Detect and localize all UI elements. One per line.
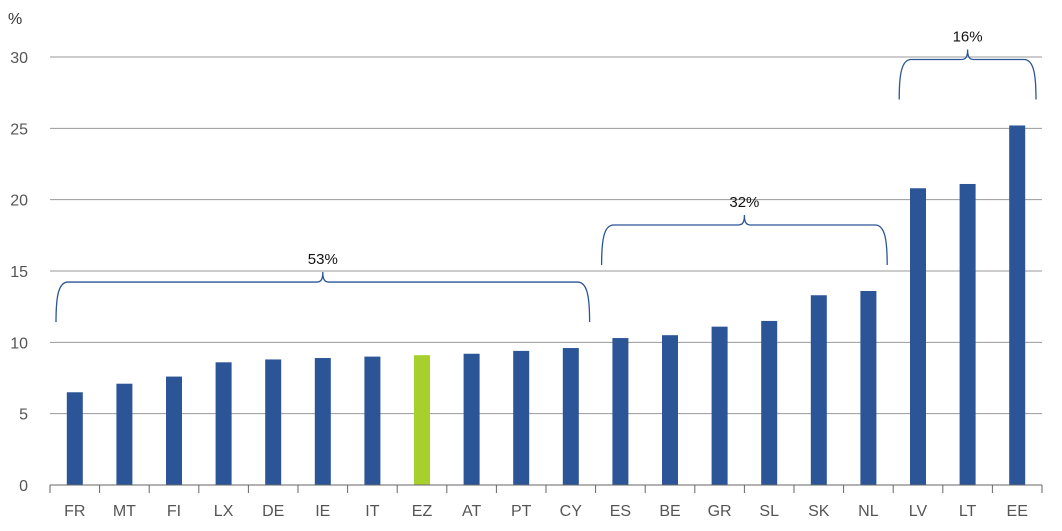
group-share-label: 53% [308, 251, 338, 268]
bar-gr [711, 326, 728, 485]
y-tick-label: 20 [10, 193, 28, 210]
y-tick-label: 10 [10, 335, 28, 352]
group-brace [600, 214, 888, 265]
group-share-label: 16% [953, 28, 983, 45]
group-brace [898, 49, 1037, 100]
x-tick-label: IE [315, 503, 330, 520]
bar-de [265, 359, 282, 485]
bar-cy [562, 348, 579, 485]
y-tick-label: 25 [10, 121, 28, 138]
bar-fi [166, 376, 182, 485]
group-brace [55, 272, 591, 323]
bar-sk [810, 295, 827, 485]
x-tick-label: BE [659, 503, 680, 520]
bar-lt [959, 183, 976, 485]
grid-layer [50, 56, 1042, 415]
x-tick-label: SK [808, 503, 830, 520]
bar-nl [860, 290, 877, 485]
bar-ez [414, 355, 430, 485]
bar-layer [66, 125, 1026, 485]
bar-at [463, 353, 480, 485]
x-tick-label: FR [64, 503, 85, 520]
group-share-label: 32% [729, 194, 759, 211]
x-tick-label: IT [365, 503, 379, 520]
bar-es [612, 338, 629, 485]
y-tick-label: 0 [19, 478, 28, 495]
y-tick-label: 15 [10, 264, 28, 281]
x-tick-label: AT [462, 503, 481, 520]
x-tick-label: FI [167, 503, 181, 520]
bar-lx [215, 362, 232, 485]
x-tick-label: EE [1007, 503, 1028, 520]
bar-it [364, 356, 381, 485]
bar-be [662, 335, 678, 485]
y-tick-label: 30 [10, 50, 28, 67]
x-tick-label: MT [113, 503, 136, 520]
x-tick-label: PT [511, 503, 532, 520]
x-tick-label: NL [858, 503, 879, 520]
x-tick-label: ES [610, 503, 631, 520]
bar-sl [761, 320, 778, 485]
x-tick-label: SL [759, 503, 779, 520]
brace-layer: 53% 32% 16% [55, 28, 1037, 323]
x-tick-label: LV [909, 503, 928, 520]
bar-lv [910, 188, 926, 485]
x-tick-label: GR [708, 503, 732, 520]
x-tick-label: CY [560, 503, 583, 520]
bar-ee [1009, 125, 1026, 485]
bar-mt [116, 383, 133, 485]
x-tick-label: LT [959, 503, 977, 520]
x-tick-label: DE [262, 503, 284, 520]
y-tick-label: 5 [19, 407, 28, 424]
x-tick-label: LX [214, 503, 234, 520]
bar-fr [66, 392, 83, 485]
y-unit-label: % [8, 11, 22, 28]
axis-layer: 0 5 10 15 20 25 30 FR MT FI LX DE IE IT EZ AT PT CY ES BE GR… [10, 50, 1043, 520]
bar-ie [314, 358, 331, 485]
x-tick-label: EZ [412, 503, 433, 520]
bar-pt [513, 350, 530, 485]
